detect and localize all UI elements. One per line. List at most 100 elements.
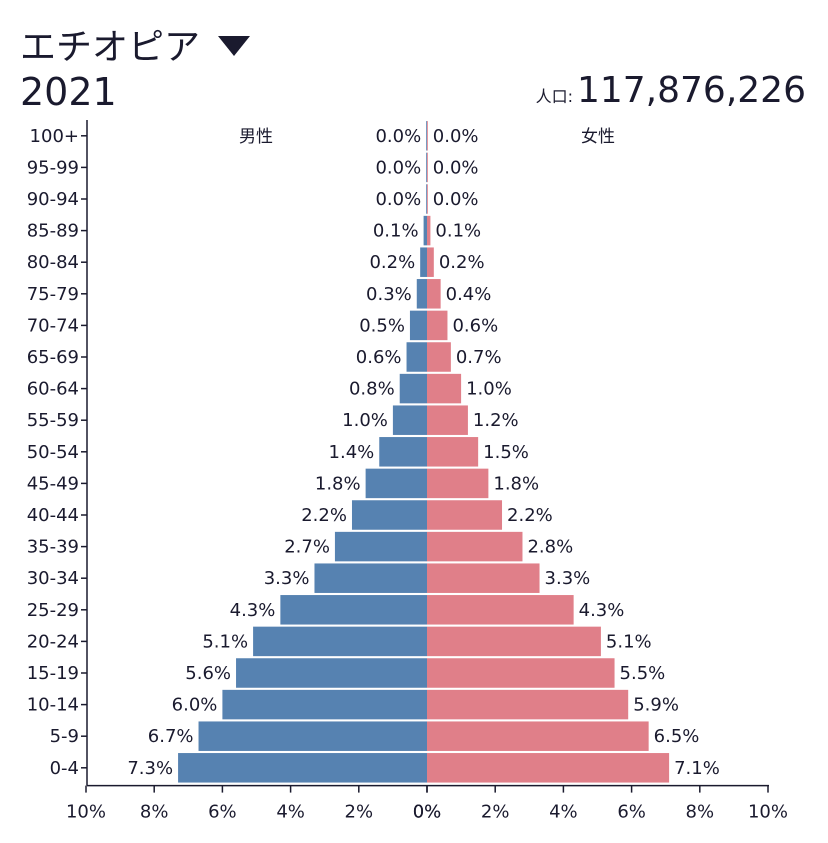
- female-value-label: 1.8%: [493, 473, 539, 494]
- male-bar: [392, 405, 427, 435]
- male-value-label: 0.6%: [356, 347, 402, 368]
- female-bar: [427, 753, 670, 783]
- female-bar: [427, 247, 434, 277]
- y-tick-label: 80-84: [27, 252, 79, 273]
- male-value-label: 6.7%: [148, 726, 194, 747]
- female-value-label: 6.5%: [654, 726, 700, 747]
- population-value: 117,876,226: [576, 70, 806, 111]
- y-tick-label: 90-94: [27, 189, 79, 210]
- y-tick-label: 55-59: [27, 410, 79, 431]
- male-value-label: 0.5%: [359, 315, 405, 336]
- female-bar: [427, 595, 574, 625]
- y-tick-label: 5-9: [50, 726, 79, 747]
- y-tick-label: 75-79: [27, 284, 79, 305]
- y-tick-label: 25-29: [27, 600, 79, 621]
- male-value-label: 0.3%: [366, 284, 412, 305]
- female-bar: [427, 626, 601, 657]
- male-series-label: 男性: [239, 127, 273, 147]
- female-bar: [427, 468, 489, 499]
- y-tick-label: 100+: [30, 126, 79, 147]
- female-value-label: 7.1%: [674, 758, 720, 779]
- male-value-label: 2.7%: [284, 537, 330, 558]
- male-bar: [334, 531, 427, 562]
- female-value-label: 5.1%: [606, 631, 652, 652]
- y-tick-label: 30-34: [27, 568, 79, 589]
- male-bar: [420, 247, 427, 277]
- x-tick-label: 6%: [208, 802, 237, 823]
- y-tick-label: 10-14: [27, 695, 79, 716]
- female-bar: [427, 342, 451, 372]
- male-bar: [416, 279, 427, 309]
- population-label: 人口:: [535, 87, 573, 106]
- female-bar: [427, 184, 428, 214]
- female-series-label: 女性: [581, 127, 615, 147]
- female-value-label: 5.5%: [620, 663, 666, 684]
- male-value-label: 2.2%: [301, 505, 347, 526]
- x-tick-label: 8%: [140, 802, 169, 823]
- male-bar: [406, 342, 427, 372]
- female-bar: [427, 689, 629, 720]
- country-selector[interactable]: エチオピア: [20, 18, 251, 70]
- x-tick-label: 4%: [276, 802, 305, 823]
- country-name: エチオピア: [20, 27, 201, 68]
- male-value-label: 5.6%: [185, 663, 231, 684]
- female-bar: [427, 500, 503, 530]
- male-bar: [351, 500, 427, 530]
- x-tick-label: 4%: [549, 802, 578, 823]
- female-bar: [427, 437, 479, 467]
- male-value-label: 3.3%: [264, 568, 310, 589]
- female-value-label: 0.6%: [452, 315, 498, 336]
- female-bar: [427, 279, 441, 309]
- female-value-label: 0.1%: [435, 221, 481, 242]
- female-value-label: 0.0%: [433, 189, 479, 210]
- male-value-label: 1.0%: [342, 410, 388, 431]
- y-tick-label: 60-64: [27, 379, 79, 400]
- y-tick-label: 70-74: [27, 315, 79, 336]
- female-value-label: 5.9%: [633, 695, 679, 716]
- male-bar: [314, 563, 427, 593]
- y-tick-label: 40-44: [27, 505, 79, 526]
- male-bar: [253, 626, 427, 657]
- female-value-label: 0.0%: [433, 157, 479, 178]
- female-bar: [427, 405, 468, 435]
- female-value-label: 0.7%: [456, 347, 502, 368]
- male-bar: [426, 121, 427, 151]
- male-value-label: 0.8%: [349, 379, 395, 400]
- female-value-label: 2.8%: [527, 537, 573, 558]
- male-bar: [426, 152, 427, 183]
- female-value-label: 0.0%: [433, 126, 479, 147]
- y-tick-label: 0-4: [50, 758, 79, 779]
- female-bar: [427, 531, 523, 562]
- x-tick-label: 0%: [413, 802, 442, 823]
- x-tick-label: 10%: [748, 802, 788, 823]
- x-tick-label: 2%: [481, 802, 510, 823]
- y-tick-label: 45-49: [27, 473, 79, 494]
- female-bar: [427, 373, 462, 404]
- female-value-label: 1.0%: [466, 379, 512, 400]
- female-value-label: 1.2%: [473, 410, 519, 431]
- female-bar: [427, 658, 615, 688]
- male-bar: [399, 373, 427, 404]
- male-value-label: 0.0%: [375, 189, 421, 210]
- male-value-label: 0.0%: [375, 157, 421, 178]
- female-value-label: 1.5%: [483, 442, 529, 463]
- female-bar: [427, 152, 428, 183]
- y-tick-label: 15-19: [27, 663, 79, 684]
- female-value-label: 0.2%: [439, 252, 485, 273]
- male-bar: [423, 215, 427, 246]
- population-display: 人口: 117,876,226: [536, 70, 806, 111]
- male-bar: [409, 310, 427, 341]
- male-value-label: 6.0%: [172, 695, 218, 716]
- male-value-label: 1.4%: [329, 442, 375, 463]
- dropdown-caret-icon[interactable]: [218, 36, 251, 56]
- male-bar: [222, 689, 427, 720]
- y-tick-label: 50-54: [27, 442, 79, 463]
- y-tick-label: 35-39: [27, 537, 79, 558]
- female-bar: [427, 721, 649, 751]
- male-bar: [365, 468, 427, 499]
- y-tick-label: 85-89: [27, 221, 79, 242]
- male-value-label: 0.0%: [375, 126, 421, 147]
- male-bar: [280, 595, 427, 625]
- x-tick-label: 0%: [413, 802, 442, 823]
- female-bar: [427, 215, 431, 246]
